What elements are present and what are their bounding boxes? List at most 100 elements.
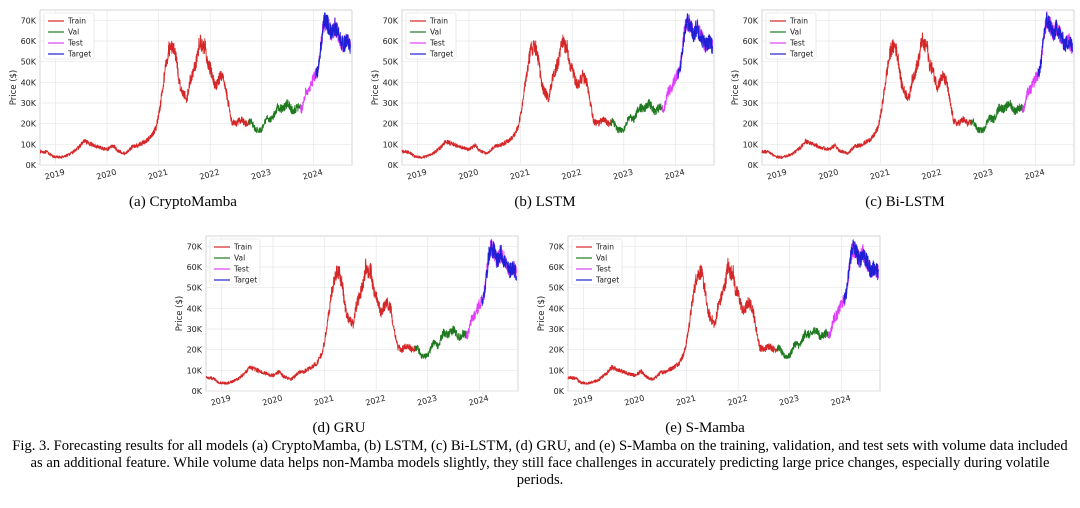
legend-label: Train <box>595 243 614 252</box>
y-tick-label: 40K <box>187 304 203 313</box>
legend-box <box>571 238 623 286</box>
x-tick-label: 2019 <box>44 168 66 182</box>
y-tick-label: 50K <box>743 58 759 67</box>
panel-caption-d: (d) GRU <box>313 420 366 436</box>
x-tick-label: 2021 <box>509 168 531 182</box>
series-line-val <box>776 326 829 360</box>
legend-label: Test <box>233 265 249 274</box>
x-tick-label: 2019 <box>572 394 594 408</box>
series-line-train <box>761 32 972 159</box>
series-line-target <box>677 13 713 79</box>
y-tick-label: 60K <box>549 263 565 272</box>
y-tick-label: 0K <box>748 161 759 170</box>
series-line-train <box>205 258 416 385</box>
figure-caption: Fig. 3. Forecasting results for all mode… <box>12 438 1068 488</box>
series-line-target <box>315 12 351 79</box>
y-tick-label: 30K <box>21 99 37 108</box>
y-tick-label: 50K <box>383 58 399 67</box>
y-tick-label: 50K <box>549 284 565 293</box>
x-tick-label: 2023 <box>778 394 800 408</box>
x-tick-label: 2024 <box>468 394 490 408</box>
legend-box <box>765 12 817 60</box>
y-tick-label: 30K <box>743 99 759 108</box>
y-tick-label: 50K <box>187 284 203 293</box>
y-tick-label: 40K <box>549 304 565 313</box>
x-tick-label: 2022 <box>561 168 583 182</box>
y-axis-label: Price ($) <box>9 70 19 105</box>
y-tick-label: 30K <box>549 325 565 334</box>
y-tick-label: 10K <box>549 366 565 375</box>
y-tick-label: 60K <box>383 37 399 46</box>
x-tick-label: 2020 <box>261 394 283 408</box>
y-axis-label: Price ($) <box>371 70 381 105</box>
y-tick-label: 0K <box>388 161 399 170</box>
y-tick-label: 40K <box>743 78 759 87</box>
y-tick-label: 10K <box>383 140 399 149</box>
y-tick-label: 20K <box>549 346 565 355</box>
legend-label: Val <box>68 28 79 37</box>
legend-label: Target <box>67 50 91 59</box>
x-tick-label: 2022 <box>199 168 221 182</box>
panel-caption-c: (c) Bi-LSTM <box>865 194 945 210</box>
y-tick-label: 50K <box>21 58 37 67</box>
legend-label: Train <box>67 17 86 26</box>
x-tick-label: 2020 <box>623 394 645 408</box>
panel-d: 0K 10K 20K 30K 40K 50K 60K 70K 2019 2020 2021 2022 2… <box>175 235 519 436</box>
y-tick-label: 70K <box>187 242 203 251</box>
y-tick-label: 70K <box>21 16 37 25</box>
x-tick-label: 2023 <box>250 168 272 182</box>
series-line-target <box>843 239 879 305</box>
y-tick-label: 20K <box>383 120 399 129</box>
series-line-val <box>970 99 1023 134</box>
y-tick-label: 60K <box>21 37 37 46</box>
y-tick-label: 0K <box>26 161 37 170</box>
y-tick-label: 0K <box>192 387 203 396</box>
legend-label: Test <box>789 39 805 48</box>
legend-box <box>43 12 95 60</box>
legend-label: Val <box>596 254 607 263</box>
y-tick-label: 40K <box>21 78 37 87</box>
legend-label: Target <box>595 276 619 285</box>
panel-caption-e: (e) S-Mamba <box>665 420 745 436</box>
x-tick-label: 2023 <box>972 168 994 182</box>
y-tick-label: 30K <box>383 99 399 108</box>
x-tick-label: 2019 <box>210 394 232 408</box>
series-line-target <box>1037 12 1073 77</box>
x-tick-label: 2024 <box>664 168 686 182</box>
legend-label: Test <box>595 265 611 274</box>
y-tick-label: 70K <box>743 16 759 25</box>
panel-caption-a: (a) CryptoMamba <box>129 194 237 210</box>
x-tick-label: 2021 <box>869 168 891 182</box>
x-tick-label: 2021 <box>147 168 169 182</box>
y-tick-label: 10K <box>743 140 759 149</box>
series-line-train <box>567 257 778 385</box>
x-tick-label: 2020 <box>817 168 839 182</box>
x-tick-label: 2022 <box>727 394 749 408</box>
legend-label: Train <box>233 243 252 252</box>
x-tick-label: 2019 <box>766 168 788 182</box>
x-tick-label: 2021 <box>675 394 697 408</box>
y-tick-label: 20K <box>743 120 759 129</box>
panel-a: 0K 10K 20K 30K 40K 50K 60K 70K 2019 2020 2021 2022 2… <box>9 9 353 210</box>
legend-label: Train <box>789 17 808 26</box>
y-axis-label: Price ($) <box>731 70 741 105</box>
x-tick-label: 2024 <box>302 168 324 182</box>
y-tick-label: 30K <box>187 325 203 334</box>
series-line-val <box>610 99 663 134</box>
series-line-train <box>401 34 612 159</box>
x-tick-label: 2024 <box>830 394 852 408</box>
legend-box <box>405 12 457 60</box>
y-tick-label: 70K <box>549 242 565 251</box>
y-tick-label: 20K <box>187 346 203 355</box>
legend-label: Target <box>789 50 813 59</box>
y-tick-label: 10K <box>187 366 203 375</box>
x-tick-label: 2020 <box>457 168 479 182</box>
x-tick-label: 2020 <box>95 168 117 182</box>
legend-label: Val <box>790 28 801 37</box>
series-line-val <box>414 325 467 360</box>
series-line-target <box>481 240 517 307</box>
legend-label: Target <box>233 276 257 285</box>
y-tick-label: 0K <box>554 387 565 396</box>
legend-label: Val <box>234 254 245 263</box>
legend-label: Test <box>67 39 83 48</box>
